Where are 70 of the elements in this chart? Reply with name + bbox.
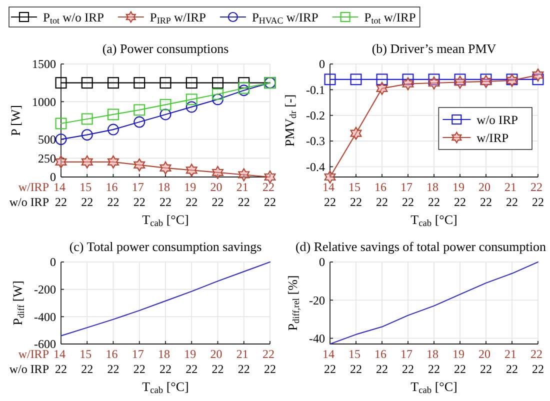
x-tick-label: 17 22 — [400, 347, 414, 376]
y-tick-label: -400 — [34, 310, 56, 324]
legend-label: P$_{tot}$ w/IRP — [364, 10, 416, 26]
x-tick-label: 19 22 — [184, 347, 198, 376]
x-tick-label: 18 22 — [158, 180, 172, 209]
y-tick-label: 1000 — [32, 94, 56, 109]
y-tick-label: -0.3 — [306, 134, 325, 148]
y-tick-label: -0.1 — [306, 82, 325, 97]
x-tick-label: 22 22 — [262, 347, 276, 376]
y-tick-label: 500 — [38, 132, 56, 147]
x-tick-label: 18 22 — [158, 347, 172, 376]
y-tick-label: -0.4 — [306, 160, 325, 174]
x-tick-label: 15 22 — [80, 180, 94, 209]
x-tick-label: 16 22 — [374, 180, 388, 209]
x-tick-label: 16 22 — [106, 180, 120, 209]
x-tick-label: 20 22 — [478, 347, 492, 376]
legend-label: w/o IRP — [476, 112, 518, 127]
x-tick-label: 15 22 — [348, 347, 362, 376]
y-tick-label: -0.2 — [306, 108, 325, 123]
x-tick-label: 17 22 — [132, 180, 146, 209]
x-tick-label: 20 22 — [210, 180, 224, 209]
x-tick-label: 18 22 — [426, 347, 440, 376]
x-tick-label: 21 22 — [504, 347, 518, 376]
legend-label: P$_{HVAC}$ w/IRP — [252, 10, 318, 26]
x-tick-label: 18 22 — [426, 180, 440, 209]
x-tick-label: 22 22 — [262, 180, 276, 209]
x-tick-label: 20 22 — [210, 347, 224, 376]
text: w/IRP — [18, 180, 50, 194]
x-tick-label: 14 22 — [322, 347, 336, 376]
x-tick-label: 22 22 — [530, 347, 544, 376]
legend-label: P$_{tot}$ w/o IRP — [43, 10, 104, 26]
x-tick-label: 21 22 — [236, 180, 250, 209]
x-tick-label: 17 22 — [400, 180, 414, 209]
x-tick-label: 16 22 — [106, 347, 120, 376]
x-axis-title: T$_{cab}$ [°C] — [410, 212, 458, 230]
y-tick-label: 1500 — [32, 57, 56, 72]
y-tick-label: 0 — [319, 255, 325, 270]
legend-label: P$_{IRP}$ w/IRP — [150, 10, 206, 26]
x-axis-title: T$_{cab}$ [°C] — [142, 212, 189, 230]
y-tick-label: 250 — [38, 151, 56, 166]
x-tick-label: 14 22 — [322, 180, 336, 209]
x-tick-label: 19 22 — [452, 347, 466, 376]
y-tick-label: -200 — [34, 282, 56, 297]
x-tick-label: 15 22 — [348, 180, 362, 209]
y-axis-title: P [W] — [8, 105, 23, 136]
x-axis-title: T$_{cab}$ [°C] — [142, 379, 189, 396]
x-tick-label: 21 22 — [236, 347, 250, 376]
chart-title: (c) Total power consumption savings — [69, 239, 262, 254]
y-tick-label: -20 — [309, 293, 325, 308]
x-tick-label: 14 22 — [54, 180, 67, 209]
x-tick-label: 20 22 — [478, 180, 492, 209]
text: w/o IRP — [9, 195, 50, 209]
x-tick-label: 19 22 — [452, 180, 466, 209]
legend-label: w/IRP — [476, 130, 509, 145]
y-tick-label: 0 — [50, 170, 56, 184]
y-tick-label: 0 — [319, 57, 325, 72]
y-tick-label: 0 — [50, 255, 56, 270]
x-tick-label: 19 22 — [184, 180, 198, 209]
text: w/o IRP — [9, 362, 50, 376]
x-axis-title: T$_{cab}$ [°C] — [410, 379, 458, 396]
chart-title: (d) Relative savings of total power consumption — [295, 239, 546, 254]
x-tick-label: 22 22 — [530, 180, 544, 209]
x-tick-label: 21 22 — [504, 180, 518, 209]
x-tick-label: 17 22 — [132, 347, 146, 376]
x-tick-label: 15 22 — [80, 347, 94, 376]
chart-title: (b) Driver’s mean PMV — [372, 41, 497, 56]
chart-title: (a) Power consumptions — [102, 41, 229, 56]
x-tick-label: 14 22 — [54, 347, 67, 376]
y-tick-label: -40 — [309, 331, 325, 346]
x-tick-label: 16 22 — [374, 347, 388, 376]
